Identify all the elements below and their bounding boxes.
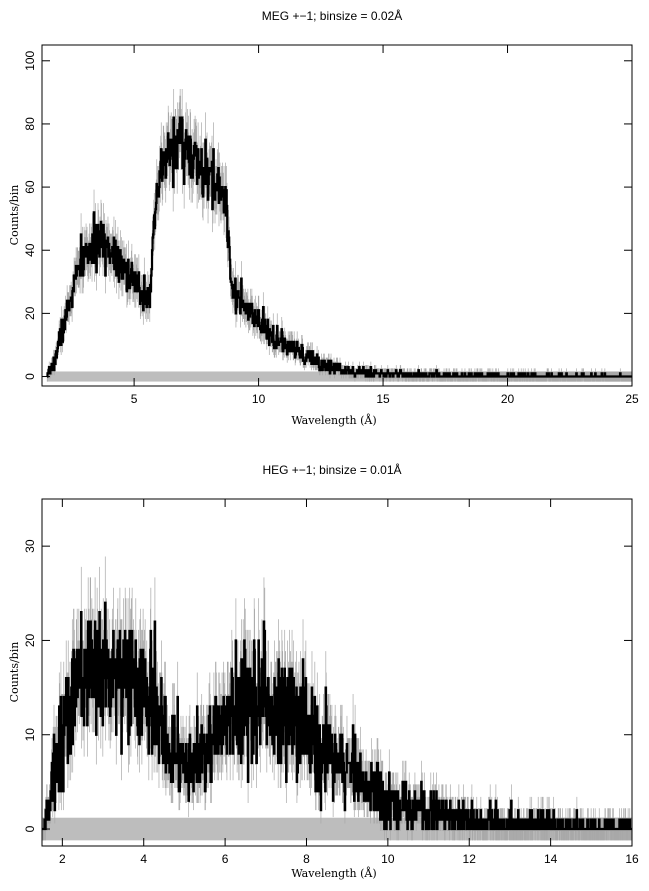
heg-y-tick-label: 0 (23, 825, 37, 832)
heg-ticks: 2 4 6 8 10 12 14 16 0 10 20 30 (23, 499, 639, 866)
meg-y-tick-label: 80 (23, 117, 37, 131)
meg-ticks: 5 10 15 20 25 0 20 40 60 80 100 (23, 45, 639, 406)
heg-x-tick-label: 6 (222, 852, 229, 866)
meg-x-axis-label: Wavelength (Å) (291, 413, 376, 427)
heg-series (42, 601, 632, 831)
meg-y-tick-label: 40 (23, 243, 37, 257)
meg-y-axis-label: Counts/bin (8, 185, 21, 246)
heg-x-tick-label: 14 (544, 852, 558, 866)
heg-y-tick-label: 10 (23, 728, 37, 742)
meg-counts-histogram-line (46, 116, 632, 378)
heg-spectrum-panel: HEG +−1; binsize = 0.01Å 2 4 6 8 10 12 14 16 0 10… (8, 462, 639, 880)
meg-y-tick-label: 0 (23, 373, 37, 380)
heg-chart-title: HEG +−1; binsize = 0.01Å (262, 462, 401, 477)
heg-x-tick-label: 4 (140, 852, 147, 866)
meg-error-bars (46, 89, 633, 382)
heg-x-tick-label: 2 (59, 852, 66, 866)
meg-baseline-error-band (46, 371, 633, 382)
meg-series (46, 116, 632, 378)
meg-spectrum-panel: MEG +−1; binsize = 0.02Å 5 10 15 20 25 0 20 40 6… (8, 8, 639, 427)
heg-y-tick-label: 30 (23, 539, 37, 553)
heg-counts-histogram-line (42, 601, 632, 831)
heg-x-tick-label: 12 (463, 852, 477, 866)
meg-x-tick-label: 10 (252, 392, 266, 406)
meg-x-tick-label: 20 (501, 392, 515, 406)
meg-y-tick-label: 20 (23, 306, 37, 320)
meg-x-tick-label: 15 (376, 392, 390, 406)
meg-y-tick-label: 100 (23, 50, 37, 70)
meg-chart-title: MEG +−1; binsize = 0.02Å (262, 8, 402, 23)
heg-y-axis-label: Counts/bin (8, 642, 21, 703)
heg-plot-frame (41, 498, 633, 847)
meg-x-tick-label: 5 (131, 392, 138, 406)
heg-x-tick-label: 10 (381, 852, 395, 866)
heg-y-tick-label: 20 (23, 633, 37, 647)
heg-x-axis-label: Wavelength (Å) (291, 866, 376, 880)
meg-x-tick-label: 25 (625, 392, 639, 406)
heg-x-tick-label: 16 (625, 852, 639, 866)
meg-plot-frame (41, 44, 633, 387)
meg-y-tick-label: 60 (23, 180, 37, 194)
meg-error-bar-lines (46, 89, 633, 382)
heg-x-tick-label: 8 (303, 852, 310, 866)
